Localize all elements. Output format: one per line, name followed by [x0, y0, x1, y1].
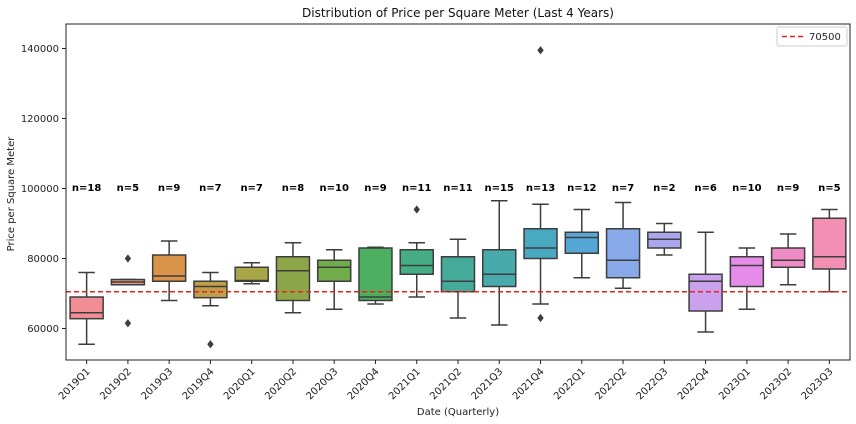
box-2020Q4: n=9 [358, 183, 393, 305]
box-2020Q1: n=7 [234, 183, 269, 285]
count-label: n=10 [319, 183, 348, 194]
x-tick-label: 2023Q3 [800, 366, 836, 402]
x-tick-label: 2020Q1 [222, 366, 258, 402]
box-2021Q3: n=15 [482, 183, 517, 326]
legend-frame [776, 26, 848, 47]
iqr-box [193, 280, 228, 299]
iqr-box [316, 259, 352, 282]
x-tick-label: 2022Q1 [552, 366, 588, 402]
count-label: n=2 [653, 183, 675, 194]
box-2019Q3: n=9 [151, 183, 187, 302]
y-tick-label: 100000 [21, 184, 59, 195]
outlier-point [413, 205, 420, 214]
count-label: n=10 [732, 183, 761, 194]
y-axis: 60000 80000 100000 120000 140000 [21, 44, 66, 335]
x-tick-label: 2019Q3 [139, 366, 175, 402]
count-label: n=11 [402, 183, 431, 194]
iqr-box [151, 254, 187, 282]
count-label: n=7 [240, 183, 262, 194]
y-tick-label: 120000 [21, 114, 59, 125]
iqr-box [234, 266, 269, 282]
x-tick-label: 2020Q3 [304, 366, 340, 402]
count-label: n=7 [612, 183, 634, 194]
outlier-point [537, 313, 544, 323]
box-2022Q3: n=2 [647, 183, 682, 256]
x-tick-label: 2019Q4 [181, 366, 217, 402]
plot-area: n=18 n=5 n=9 n=7 n=7 n=8 n=10 n=9 n=11 n=11 n=15 n=… [65, 23, 851, 361]
box-2019Q4: n=7 [193, 183, 228, 349]
box-2021Q1: n=11 [399, 183, 434, 298]
x-tick-label: 2021Q3 [470, 366, 506, 402]
iqr-box [729, 256, 765, 288]
x-axis-label: Date (Quarterly) [417, 407, 499, 418]
iqr-box [688, 273, 723, 312]
box-2022Q2: n=7 [605, 183, 641, 289]
iqr-box [647, 231, 682, 249]
box-2020Q3: n=10 [316, 183, 352, 310]
x-axis: 2019Q1 2019Q2 2019Q3 2019Q4 2020Q1 2020Q2 2020… [57, 360, 836, 402]
count-label: n=6 [694, 183, 716, 194]
x-tick-label: 2020Q2 [263, 366, 299, 402]
x-tick-label: 2019Q2 [98, 366, 134, 402]
count-label: n=7 [199, 183, 221, 194]
count-label: n=5 [818, 183, 840, 194]
box-2023Q3: n=5 [812, 183, 847, 293]
count-label: n=5 [117, 183, 139, 194]
box-2022Q1: n=12 [564, 183, 600, 279]
y-tick-label: 80000 [27, 254, 59, 265]
box-2020Q2: n=8 [275, 183, 311, 314]
legend-label: 70500 [809, 32, 841, 43]
count-label: n=9 [777, 183, 799, 194]
count-label: n=9 [364, 183, 386, 194]
iqr-box [440, 256, 476, 293]
iqr-box [605, 228, 641, 279]
box-2021Q2: n=11 [440, 183, 476, 319]
iqr-box [564, 231, 600, 254]
x-tick-label: 2023Q2 [758, 366, 794, 402]
iqr-box [770, 247, 806, 268]
count-label: n=11 [443, 183, 472, 194]
outlier-point [124, 254, 132, 263]
y-tick-label: 60000 [27, 324, 59, 335]
box-2019Q2: n=5 [110, 183, 146, 328]
y-axis-label: Price per Square Meter [6, 136, 17, 252]
box-2021Q4: n=13 [523, 46, 558, 323]
iqr-box [523, 228, 558, 260]
outlier-point [124, 319, 132, 328]
x-tick-label: 2020Q4 [346, 366, 382, 402]
y-tick-label: 140000 [21, 44, 59, 55]
x-tick-label: 2023Q1 [717, 366, 753, 402]
chart-title: Distribution of Price per Square Meter (… [302, 6, 614, 20]
x-tick-label: 2021Q2 [428, 366, 464, 402]
x-tick-label: 2022Q2 [593, 366, 629, 402]
count-label: n=8 [282, 183, 304, 194]
legend: 70500 [776, 26, 848, 47]
box-2023Q1: n=10 [729, 183, 765, 310]
count-label: n=9 [158, 183, 180, 194]
count-label: n=15 [485, 183, 514, 194]
x-tick-label: 2022Q3 [635, 366, 671, 402]
iqr-box [399, 249, 434, 275]
box-2023Q2: n=9 [770, 183, 806, 286]
count-label: n=13 [526, 183, 555, 194]
x-tick-label: 2021Q4 [511, 366, 547, 402]
iqr-box [358, 247, 393, 302]
iqr-box [482, 249, 517, 288]
outlier-point [537, 46, 544, 55]
count-label: n=18 [72, 183, 101, 194]
x-tick-label: 2021Q1 [387, 366, 423, 402]
box-2022Q4: n=6 [688, 183, 723, 333]
outlier-point [207, 340, 214, 349]
iqr-box [69, 296, 104, 320]
iqr-box [275, 256, 311, 302]
iqr-box [812, 217, 847, 270]
x-tick-label: 2022Q4 [676, 366, 712, 402]
x-tick-label: 2019Q1 [57, 366, 93, 402]
box-2019Q1: n=18 [69, 183, 104, 345]
count-label: n=12 [567, 183, 596, 194]
